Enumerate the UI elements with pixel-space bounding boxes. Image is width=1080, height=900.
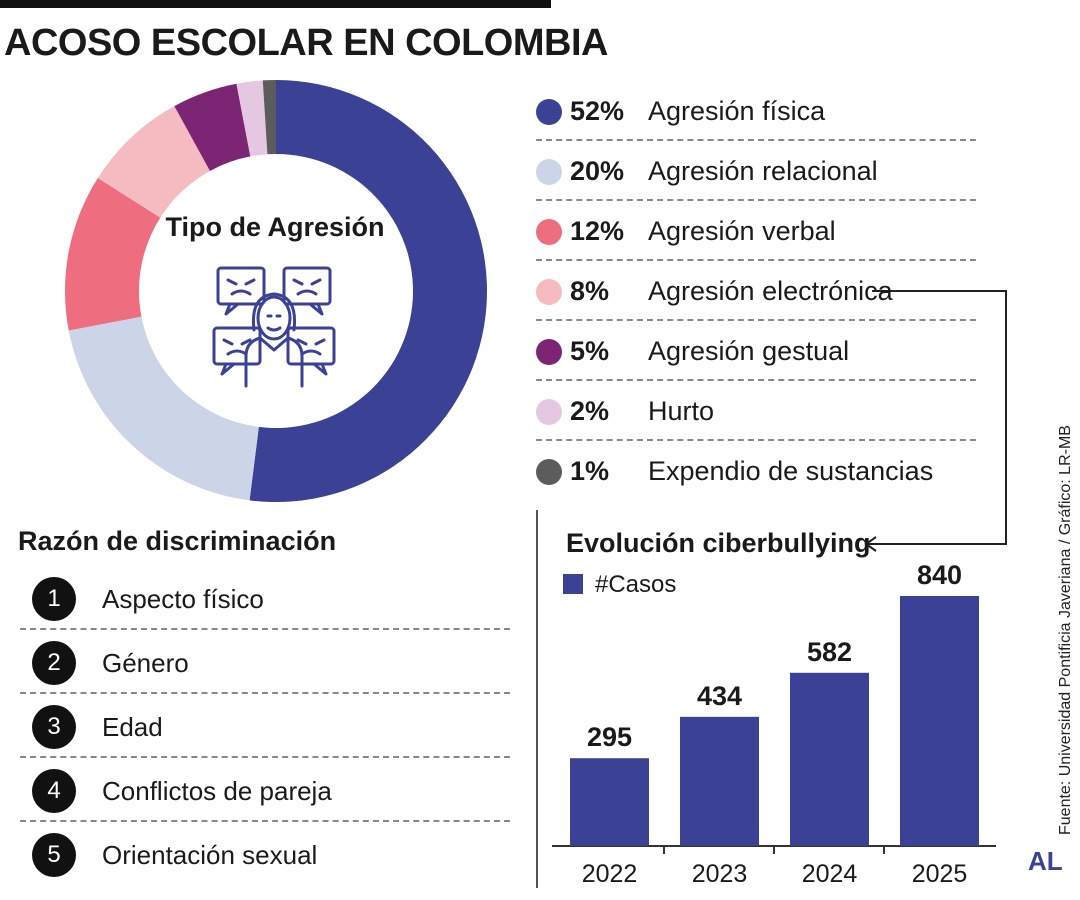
donut-slice-3 xyxy=(97,106,210,218)
legend-separator xyxy=(536,439,976,441)
legend-label: Hurto xyxy=(648,396,715,426)
bar-chart-title: Evolución ciberbullying xyxy=(566,528,871,558)
legend-separator xyxy=(536,319,976,321)
donut-slice-1 xyxy=(68,316,259,501)
legend-percent: 12% xyxy=(570,216,625,246)
discrimination-number-badge: 1 xyxy=(32,577,76,621)
bullying-group-icon xyxy=(212,266,336,388)
discrimination-number-badge: 4 xyxy=(32,769,76,813)
bar-value-label: 840 xyxy=(917,560,962,590)
discrimination-separator xyxy=(20,756,510,758)
brand-logo: AL xyxy=(1028,846,1063,876)
legend-percent: 5% xyxy=(570,336,610,366)
bar-2025 xyxy=(900,596,979,846)
legend-separator xyxy=(536,379,976,381)
legend-swatch xyxy=(536,459,562,485)
legend-separator xyxy=(536,199,976,201)
legend-percent: 1% xyxy=(570,456,610,486)
donut-slice-0 xyxy=(249,80,487,502)
discrimination-label: Orientación sexual xyxy=(102,840,318,870)
legend-item: 8% Agresión electrónica xyxy=(534,262,976,321)
donut-center-label: Tipo de Agresión xyxy=(165,212,385,242)
bar-category-label: 2022 xyxy=(582,860,638,888)
bar-category-label: 2024 xyxy=(802,860,858,888)
discrimination-separator xyxy=(20,820,510,822)
discrimination-number-badge: 2 xyxy=(32,641,76,685)
legend-item: 12% Agresión verbal xyxy=(534,202,976,261)
discrimination-item: 4 Conflictos de pareja xyxy=(20,758,510,822)
legend-item: 2% Hurto xyxy=(534,382,976,441)
discrimination-label: Aspecto físico xyxy=(102,584,264,614)
bar-2023 xyxy=(680,716,759,846)
bar-2022 xyxy=(570,758,649,846)
connector-arrow xyxy=(864,290,1007,552)
discrimination-item: 1 Aspecto físico xyxy=(20,566,510,630)
discrimination-separator xyxy=(20,692,510,694)
source-credit: Fuente: Universidad Pontificia Javeriana… xyxy=(1057,425,1074,835)
legend-swatch xyxy=(536,339,562,365)
legend-percent: 8% xyxy=(570,276,610,306)
legend-percent: 2% xyxy=(570,396,610,426)
legend-item: 52% Agresión física xyxy=(534,82,976,141)
discrimination-label: Género xyxy=(102,648,189,678)
discrimination-number-badge: 3 xyxy=(32,705,76,749)
legend-label: Agresión verbal xyxy=(648,216,836,246)
legend-label: Agresión gestual xyxy=(648,336,850,366)
donut-slice-4 xyxy=(174,83,251,171)
page-title: ACOSO ESCOLAR EN COLOMBIA xyxy=(4,22,608,64)
legend-swatch xyxy=(536,159,562,185)
bar-legend-label: #Casos xyxy=(595,571,677,598)
legend-swatch xyxy=(536,99,562,125)
legend-label: Agresión física xyxy=(648,96,826,126)
legend-swatch xyxy=(536,399,562,425)
legend-item: 20% Agresión relacional xyxy=(534,142,976,201)
discrimination-label: Conflictos de pareja xyxy=(102,776,332,806)
legend-separator xyxy=(536,259,976,261)
legend-percent: 20% xyxy=(570,156,625,186)
legend-label: Agresión electrónica xyxy=(648,276,893,306)
legend-percent: 52% xyxy=(570,96,625,126)
discrimination-number-badge: 5 xyxy=(32,833,76,877)
bar-category-label: 2023 xyxy=(692,860,748,888)
legend-item: 5% Agresión gestual xyxy=(534,322,976,381)
column-divider xyxy=(536,510,538,888)
legend-swatch xyxy=(536,219,562,245)
legend-label: Agresión relacional xyxy=(648,156,878,186)
discrimination-item: 2 Género xyxy=(20,630,510,694)
bar-value-label: 582 xyxy=(807,637,852,667)
legend-swatch xyxy=(536,279,562,305)
discrimination-label: Edad xyxy=(102,712,163,742)
bar-category-label: 2025 xyxy=(912,860,968,888)
donut-slice-6 xyxy=(262,80,276,155)
bar-2024 xyxy=(790,672,869,846)
legend-item: 1% Expendio de sustancias xyxy=(534,442,976,501)
discrimination-title: Razón de discriminación xyxy=(18,526,337,556)
discrimination-item: 5 Orientación sexual xyxy=(20,822,510,886)
bar-value-label: 295 xyxy=(587,722,632,752)
discrimination-item: 3 Edad xyxy=(20,694,510,758)
ciberbullying-bar-chart: 295 2022 434 2023 582 2024 840 2025 xyxy=(552,560,996,888)
bar-value-label: 434 xyxy=(697,681,742,711)
donut-slice-5 xyxy=(236,80,268,157)
top-rule xyxy=(0,0,551,8)
discrimination-separator xyxy=(20,628,510,630)
legend-label: Expendio de sustancias xyxy=(648,456,934,486)
legend-separator xyxy=(536,139,976,141)
donut-slice-2 xyxy=(65,177,161,331)
bar-legend-swatch xyxy=(563,574,583,594)
donut-chart xyxy=(65,80,487,502)
